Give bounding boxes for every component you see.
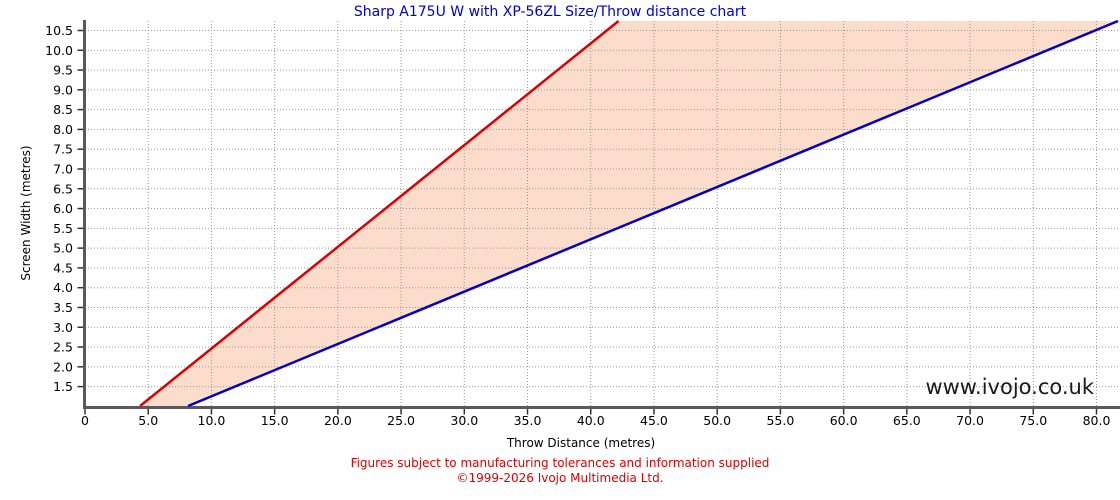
y-tick-label: 1.5 [53, 379, 73, 394]
y-tick-label: 2.0 [53, 359, 73, 374]
x-axis-title: Throw Distance (metres) [506, 436, 656, 450]
chart-title: Sharp A175U W with XP-56ZL Size/Throw di… [353, 4, 747, 20]
y-tick-label: 9.5 [53, 63, 73, 78]
x-tick-label: 10.0 [198, 413, 226, 428]
y-tick-label: 4.5 [53, 260, 73, 275]
x-tick-label: 75.0 [1019, 413, 1047, 428]
x-tick-label: 45.0 [640, 413, 668, 428]
x-tick-label: 25.0 [387, 413, 415, 428]
y-axis-line [83, 20, 86, 409]
min-throw-line [139, 20, 620, 407]
y-tick-label: 3.0 [53, 320, 73, 335]
x-tick-label: 20.0 [324, 413, 352, 428]
y-tick-label: 8.0 [53, 122, 73, 137]
x-tick-label: 65.0 [893, 413, 921, 428]
x-tick-label: 50.0 [703, 413, 731, 428]
x-tick-label: 0 [81, 413, 89, 428]
x-tick-label: 35.0 [514, 413, 542, 428]
y-tick-label: 10.0 [45, 43, 73, 58]
x-tick-label: 15.0 [261, 413, 289, 428]
footer-copyright: ©1999-2026 Ivojo Multimedia Ltd. [456, 471, 664, 485]
x-tick-label: 80.0 [1083, 413, 1111, 428]
y-tick-label: 9.0 [53, 82, 73, 97]
x-tick-label: 55.0 [766, 413, 794, 428]
footer-disclaimer: Figures subject to manufacturing toleran… [350, 456, 770, 470]
y-tick-label: 7.5 [53, 142, 73, 157]
y-tick-label: 3.5 [53, 300, 73, 315]
y-tick-label: 2.5 [53, 340, 73, 355]
watermark-text: www.ivojo.co.uk [925, 375, 1094, 399]
y-tick-label: 6.5 [53, 181, 73, 196]
x-tick-label: 60.0 [830, 413, 858, 428]
x-tick-label: 70.0 [956, 413, 984, 428]
y-tick-label: 10.5 [45, 23, 73, 38]
x-axis-line [83, 406, 1120, 409]
x-tick-label: 40.0 [577, 413, 605, 428]
y-axis-title: Screen Width (metres) [19, 145, 33, 281]
y-tick-label: 6.0 [53, 201, 73, 216]
y-tick-label: 5.5 [53, 221, 73, 236]
fill-between-region [140, 21, 1118, 406]
x-tick-label: 30.0 [450, 413, 478, 428]
y-tick-label: 5.0 [53, 241, 73, 256]
x-tick-label: 5.0 [138, 413, 158, 428]
y-tick-label: 4.0 [53, 280, 73, 295]
max-throw-line [187, 19, 1119, 408]
y-tick-label: 7.0 [53, 161, 73, 176]
y-tick-label: 8.5 [53, 102, 73, 117]
